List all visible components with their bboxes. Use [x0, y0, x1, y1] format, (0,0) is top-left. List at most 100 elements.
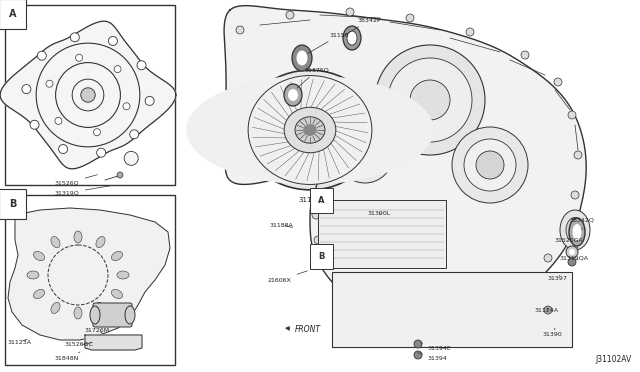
Circle shape — [236, 26, 244, 34]
Text: 31526GA: 31526GA — [555, 237, 584, 248]
Ellipse shape — [186, 76, 434, 185]
Circle shape — [410, 80, 450, 120]
Circle shape — [81, 88, 95, 102]
Ellipse shape — [296, 51, 307, 65]
Ellipse shape — [343, 26, 361, 50]
Circle shape — [388, 58, 472, 142]
Ellipse shape — [573, 224, 582, 240]
Circle shape — [464, 139, 516, 191]
Ellipse shape — [284, 84, 302, 106]
Ellipse shape — [74, 231, 82, 243]
Circle shape — [55, 118, 62, 124]
Circle shape — [286, 11, 294, 19]
Circle shape — [414, 351, 422, 359]
Circle shape — [568, 258, 576, 266]
Text: 31848N: 31848N — [55, 352, 80, 360]
Ellipse shape — [569, 218, 585, 246]
Circle shape — [324, 258, 332, 266]
Text: 31726M: 31726M — [85, 327, 110, 333]
Circle shape — [452, 127, 528, 203]
Ellipse shape — [111, 251, 122, 260]
Circle shape — [554, 78, 562, 86]
Text: 31394E: 31394E — [420, 343, 452, 350]
Ellipse shape — [295, 117, 325, 143]
Circle shape — [59, 145, 68, 154]
Text: B: B — [318, 252, 324, 261]
Text: 31526Q: 31526Q — [55, 175, 97, 186]
Text: 38342P: 38342P — [342, 17, 381, 36]
Circle shape — [123, 103, 130, 110]
Ellipse shape — [117, 271, 129, 279]
Text: 21606X: 21606X — [268, 271, 307, 282]
Circle shape — [496, 294, 504, 302]
Ellipse shape — [33, 251, 45, 260]
Circle shape — [408, 312, 416, 320]
Text: 31397: 31397 — [548, 275, 568, 280]
Ellipse shape — [288, 89, 298, 101]
Ellipse shape — [566, 218, 584, 243]
Circle shape — [522, 276, 530, 284]
Circle shape — [114, 65, 121, 73]
Text: 31123A: 31123A — [8, 339, 32, 344]
Text: 31124A: 31124A — [535, 308, 559, 312]
Ellipse shape — [242, 70, 378, 190]
Polygon shape — [85, 335, 142, 350]
Circle shape — [336, 278, 344, 286]
Circle shape — [347, 137, 383, 173]
Circle shape — [414, 340, 422, 348]
Ellipse shape — [27, 271, 39, 279]
Text: A: A — [318, 196, 324, 205]
Circle shape — [337, 127, 393, 183]
Ellipse shape — [284, 107, 336, 153]
Text: B: B — [9, 199, 17, 209]
Circle shape — [438, 312, 446, 320]
Ellipse shape — [33, 289, 45, 299]
Polygon shape — [224, 6, 586, 323]
Circle shape — [354, 294, 362, 302]
Ellipse shape — [125, 306, 135, 324]
Ellipse shape — [74, 307, 82, 319]
Circle shape — [124, 151, 138, 166]
Circle shape — [22, 84, 31, 94]
Circle shape — [561, 226, 569, 234]
Circle shape — [544, 254, 552, 262]
Circle shape — [145, 96, 154, 105]
Circle shape — [476, 151, 504, 179]
Text: 31319Q: 31319Q — [55, 186, 112, 196]
Ellipse shape — [96, 237, 105, 248]
Text: 31188A: 31188A — [270, 222, 294, 228]
Circle shape — [544, 306, 552, 314]
Ellipse shape — [96, 302, 105, 314]
Ellipse shape — [51, 302, 60, 314]
Circle shape — [97, 148, 106, 157]
Ellipse shape — [347, 31, 357, 45]
Text: 31319QA: 31319QA — [560, 256, 589, 260]
FancyBboxPatch shape — [318, 200, 446, 268]
Circle shape — [137, 61, 146, 70]
Text: 31394: 31394 — [418, 353, 448, 360]
Ellipse shape — [303, 124, 317, 136]
Ellipse shape — [90, 306, 100, 324]
Circle shape — [117, 172, 123, 178]
Polygon shape — [0, 21, 176, 169]
Text: 31526GC: 31526GC — [65, 343, 94, 347]
Circle shape — [379, 306, 387, 314]
Polygon shape — [8, 208, 170, 340]
Circle shape — [574, 151, 582, 159]
Circle shape — [70, 33, 79, 42]
Text: J31102AV: J31102AV — [596, 355, 632, 364]
Circle shape — [521, 51, 529, 59]
Circle shape — [406, 14, 414, 22]
Circle shape — [130, 130, 139, 139]
Ellipse shape — [560, 210, 590, 250]
Circle shape — [93, 129, 100, 136]
Text: A: A — [9, 9, 17, 19]
Text: FRONT: FRONT — [286, 325, 321, 334]
Circle shape — [568, 111, 576, 119]
Circle shape — [108, 36, 117, 45]
Circle shape — [312, 211, 320, 219]
Text: 38342Q: 38342Q — [570, 218, 595, 230]
Circle shape — [76, 54, 83, 61]
FancyBboxPatch shape — [93, 303, 132, 327]
Ellipse shape — [292, 45, 312, 71]
